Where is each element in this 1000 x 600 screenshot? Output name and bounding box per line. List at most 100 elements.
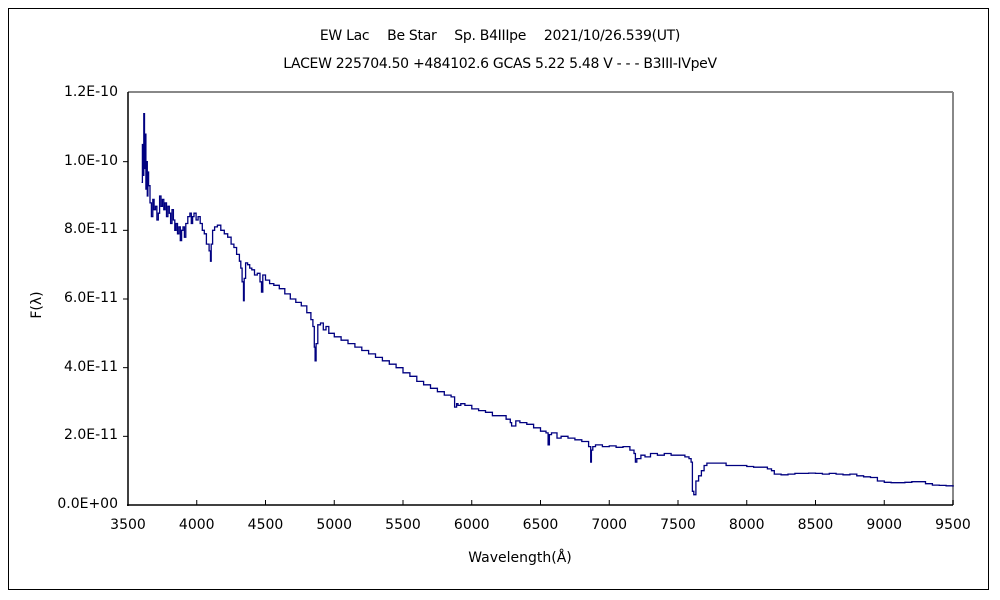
x-tick-label: 6500 xyxy=(522,517,559,533)
data-point xyxy=(238,260,240,262)
data-point xyxy=(780,474,782,476)
data-point xyxy=(945,485,947,487)
data-point xyxy=(711,462,713,464)
data-point xyxy=(395,367,397,369)
data-point xyxy=(498,415,500,417)
data-point xyxy=(787,473,789,475)
data-point xyxy=(245,262,246,264)
data-point xyxy=(230,243,232,245)
data-point xyxy=(315,343,317,345)
data-point xyxy=(388,363,390,365)
data-point xyxy=(656,454,658,456)
data-point xyxy=(156,219,158,221)
y-tick-label: 0.0E+00 xyxy=(57,496,118,512)
data-point xyxy=(208,250,210,252)
data-point xyxy=(842,474,844,476)
data-point xyxy=(381,360,383,362)
data-point xyxy=(897,482,899,484)
data-point xyxy=(688,458,690,460)
data-point xyxy=(261,291,262,293)
data-point xyxy=(149,202,151,204)
data-point xyxy=(233,247,235,248)
data-point xyxy=(505,418,507,420)
data-point xyxy=(159,195,161,197)
data-point xyxy=(560,435,562,437)
data-point xyxy=(464,405,466,406)
data-point xyxy=(760,466,761,468)
data-point xyxy=(172,219,174,221)
data-point xyxy=(284,293,286,295)
data-point xyxy=(808,472,810,474)
x-tick-label: 4500 xyxy=(247,517,284,533)
data-point xyxy=(766,468,768,470)
x-tick-label: 6000 xyxy=(453,517,490,533)
x-tick-label: 5000 xyxy=(316,517,353,533)
data-point xyxy=(251,269,253,271)
data-point xyxy=(456,403,458,405)
data-point xyxy=(588,446,590,448)
data-point xyxy=(509,422,511,423)
data-point xyxy=(856,475,858,477)
data-point xyxy=(243,300,244,302)
data-point xyxy=(220,229,222,231)
data-point xyxy=(938,485,940,486)
data-point xyxy=(753,466,755,468)
data-point xyxy=(187,216,189,218)
data-point xyxy=(146,161,147,163)
data-point xyxy=(590,449,592,451)
data-point xyxy=(223,233,225,235)
data-point xyxy=(511,425,513,427)
data-point xyxy=(347,343,349,345)
data-point xyxy=(615,446,617,448)
data-point xyxy=(375,356,376,358)
data-point xyxy=(815,473,816,474)
data-point xyxy=(443,394,445,396)
data-point xyxy=(416,381,418,382)
data-point xyxy=(601,446,603,448)
chart-title: EW Lac Be Star Sp. B4IIIpe 2021/10/26.53… xyxy=(319,28,681,44)
x-tick-label: 7000 xyxy=(591,517,628,533)
data-point xyxy=(295,302,297,303)
data-point xyxy=(904,481,906,483)
data-point xyxy=(608,445,610,447)
data-point xyxy=(185,223,187,224)
data-point xyxy=(695,480,697,482)
series-group xyxy=(141,112,954,496)
data-point xyxy=(203,233,205,235)
data-point xyxy=(170,223,172,224)
data-point xyxy=(181,229,183,231)
data-point xyxy=(634,461,636,463)
x-axis-label: Wavelength(Å) xyxy=(468,550,572,566)
data-point xyxy=(725,465,727,466)
data-point xyxy=(183,236,185,238)
data-point xyxy=(314,360,316,362)
data-point xyxy=(243,278,245,279)
data-point xyxy=(718,462,720,464)
data-point xyxy=(644,456,646,458)
data-point xyxy=(746,466,748,467)
data-point xyxy=(262,274,264,276)
data-point xyxy=(153,209,155,211)
data-point xyxy=(205,243,207,245)
x-tick-label: 9000 xyxy=(866,517,903,533)
data-point xyxy=(171,209,173,211)
data-point xyxy=(533,427,535,429)
data-point xyxy=(147,171,149,173)
data-point xyxy=(368,353,370,355)
x-tick-label: 8500 xyxy=(797,517,834,533)
data-point xyxy=(214,226,216,228)
data-point xyxy=(148,185,150,187)
data-point xyxy=(273,284,275,286)
data-point xyxy=(325,326,327,327)
data-point xyxy=(556,437,558,439)
data-point xyxy=(515,420,517,422)
y-tick-label: 4.0E-11 xyxy=(64,358,118,375)
data-point xyxy=(210,243,212,245)
spectrum-line xyxy=(141,112,954,496)
data-point xyxy=(247,264,249,266)
data-point xyxy=(177,233,178,235)
data-point xyxy=(801,473,803,474)
data-point xyxy=(141,181,143,183)
data-point xyxy=(157,212,159,214)
